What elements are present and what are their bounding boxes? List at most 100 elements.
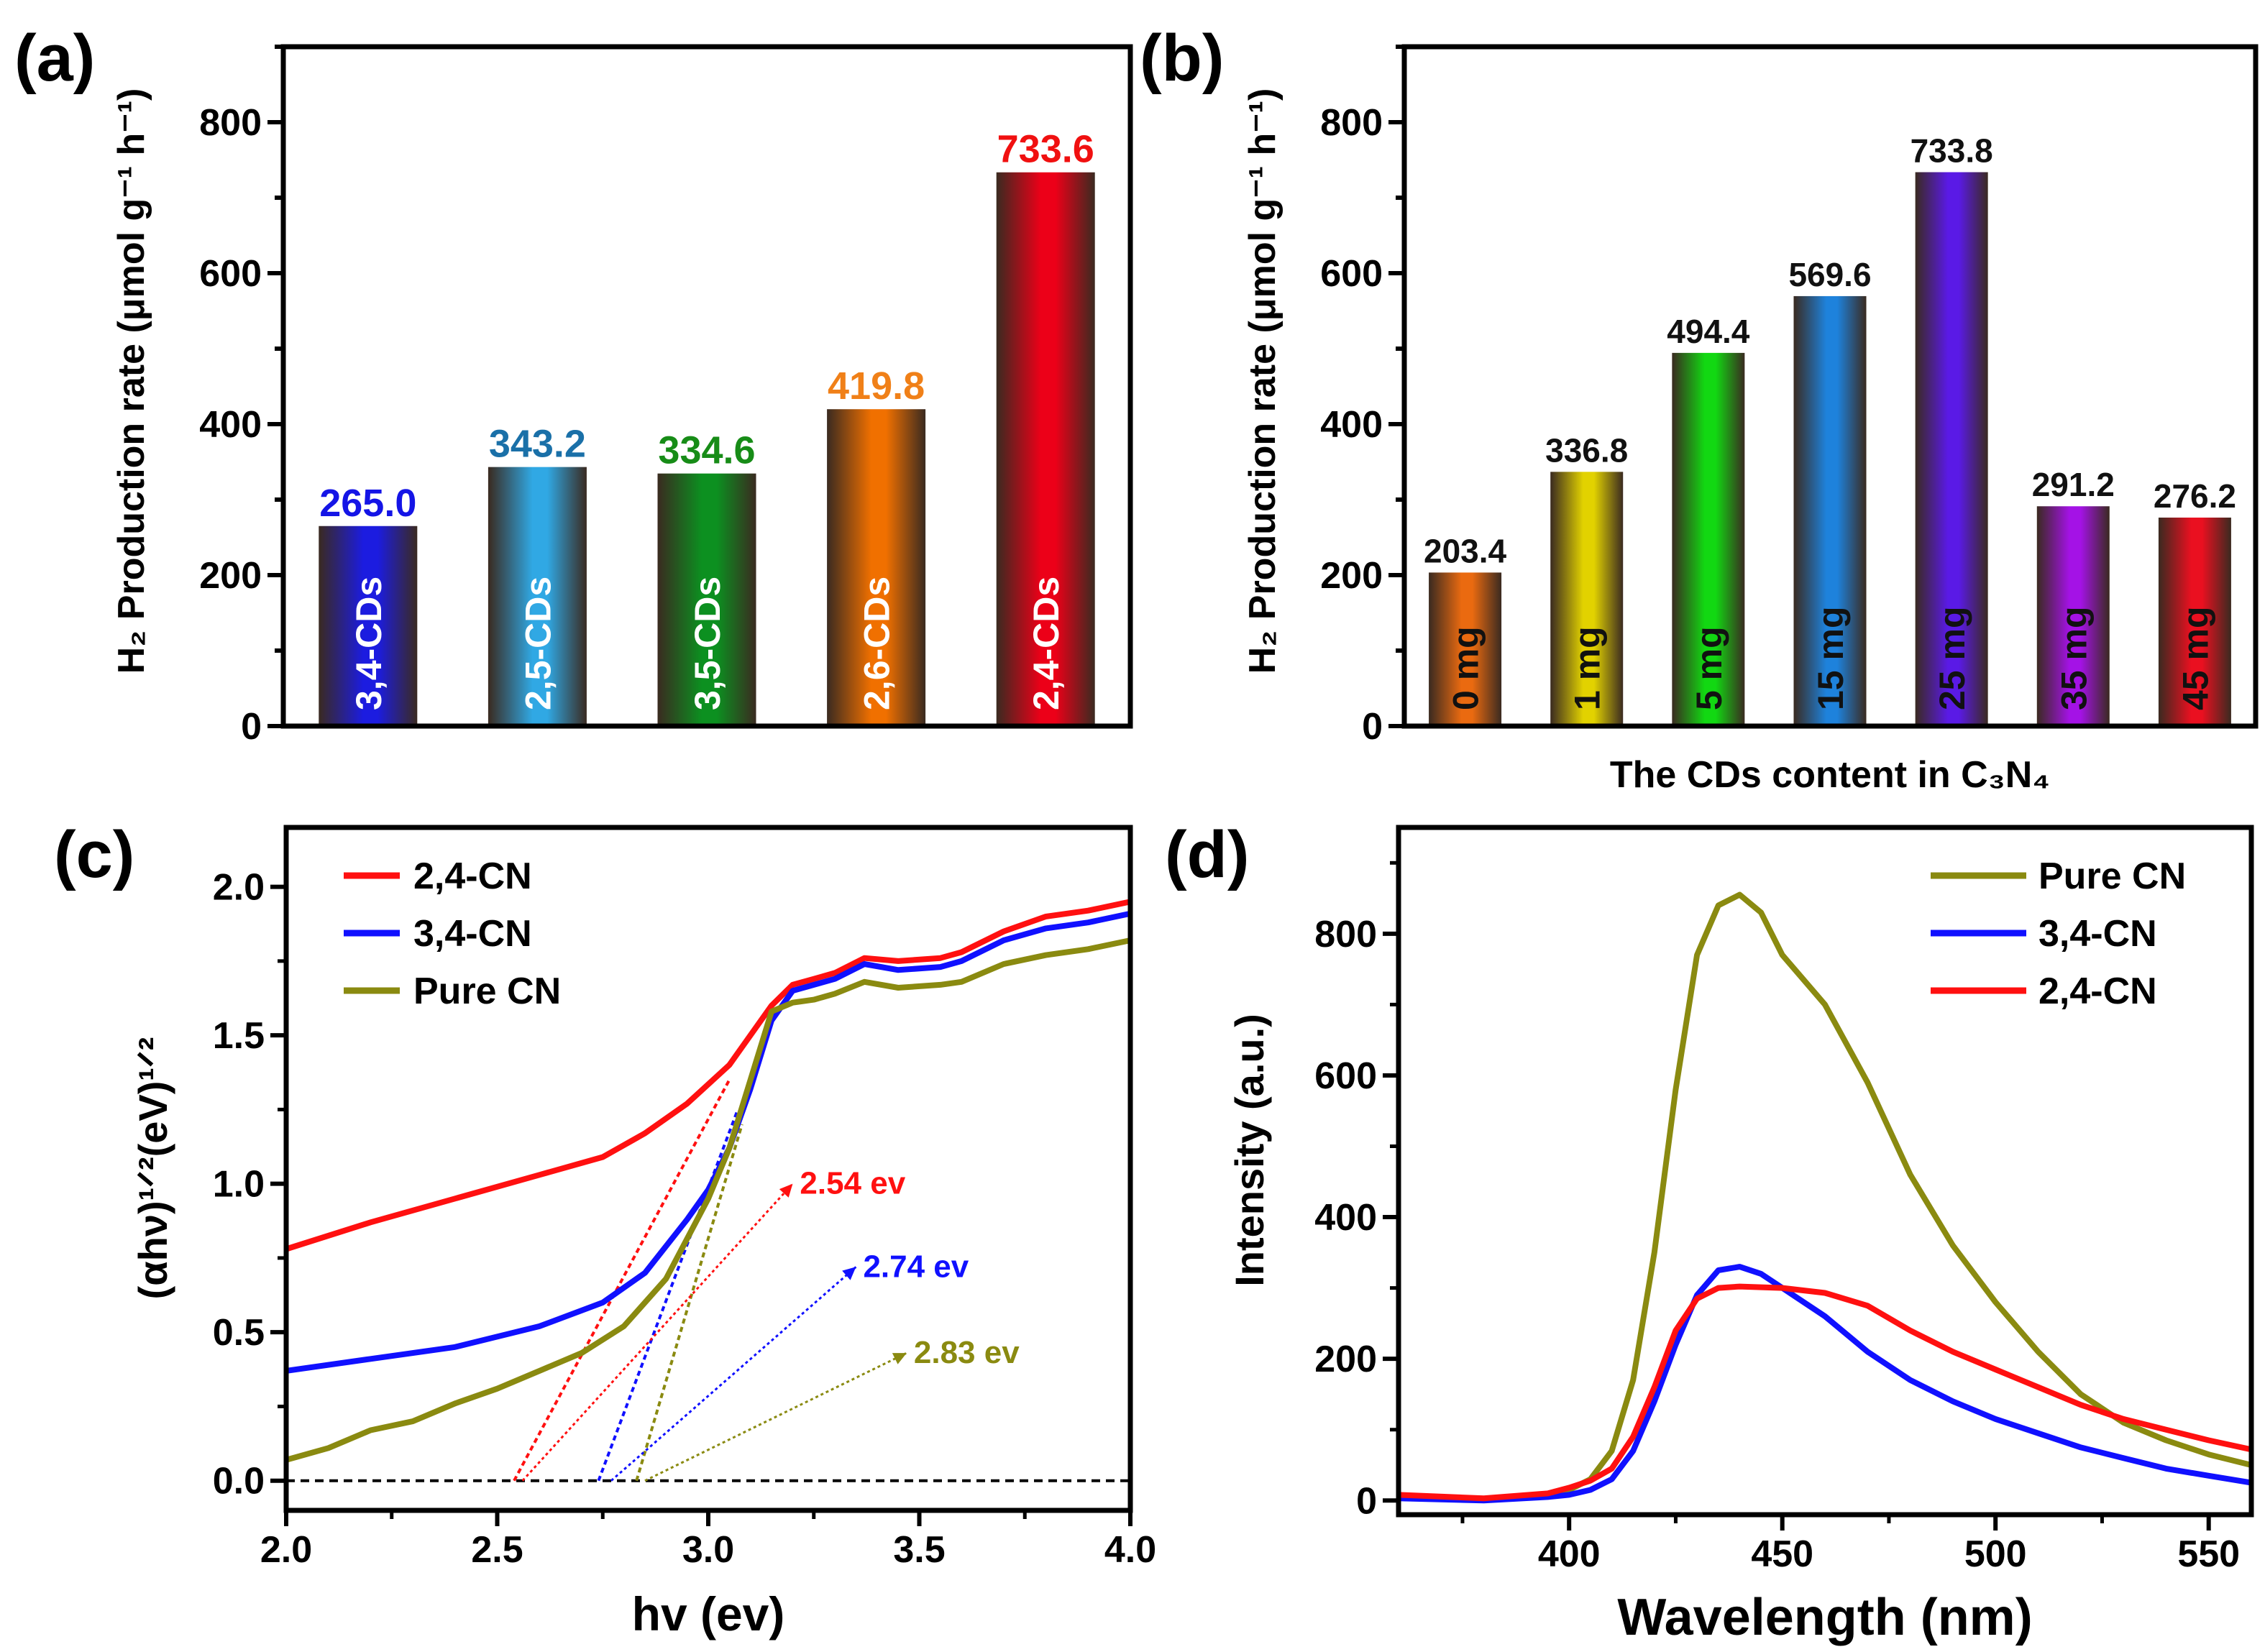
tangent-line [635,1124,743,1482]
y-tick-label: 0.0 [213,1461,265,1502]
series-line-pure-cn [286,937,1130,1463]
plot-frame [1401,44,2259,729]
y-tick-label: 400 [1314,1197,1377,1239]
bar-value-label: 203.4 [1424,532,1507,569]
bar [1915,172,1988,726]
y-tick-label: 2.0 [213,867,265,909]
bar-value-label: 334.6 [658,429,755,472]
arrowhead-icon [892,1353,907,1364]
x-tick-label: 4.0 [1104,1529,1156,1571]
bar [1550,472,1624,726]
bar-value-label: 291.2 [2032,466,2115,503]
x-axis-label: hv (ev) [632,1587,785,1640]
bar [319,526,418,726]
bar [1672,352,1745,726]
plot-frame [1396,825,2254,1518]
y-tick-label: 1.5 [213,1015,265,1057]
bar-value-label: 733.6 [997,128,1094,171]
bar-category-label: 5 mg [1689,626,1729,710]
bar-category-label: 1 mg [1568,626,1608,710]
plot-frame [283,825,1133,1513]
bar [2158,517,2231,726]
y-tick-label: 200 [1320,555,1383,597]
y-tick-label: 0 [241,706,262,748]
legend-label: 2,4-CN [2038,970,2157,1012]
bar-category-label: 2,5-CDs [518,577,558,710]
y-tick-label: 800 [1314,914,1377,955]
x-tick-label: 400 [1538,1533,1601,1575]
bar [1429,572,1502,726]
annotation-label: 2.74 ev [863,1249,969,1284]
bar-value-label: 494.4 [1667,313,1750,350]
legend-label: 2,4-CN [413,855,532,897]
x-tick-label: 500 [1964,1533,2027,1575]
y-tick-label: 0 [1356,1480,1377,1522]
x-tick-label: 450 [1751,1533,1813,1575]
y-tick-label: 400 [1320,404,1383,446]
legend-label: 3,4-CN [2038,913,2157,955]
plot-frame [280,44,1133,729]
legend-label: Pure CN [413,970,561,1012]
y-axis-label: H₂ Production rate (μmol g⁻¹ h⁻¹) [1242,88,1284,674]
y-tick-label: 0 [1362,706,1383,748]
chart-a: 0 200 400 600 800 265.0 3,4-CDs 343.2 2,5-CDs 334… [111,44,1133,748]
plot-area [1399,891,2251,1504]
x-tick-label: 3.5 [893,1529,945,1571]
annotation-arrow [610,1266,857,1482]
panel-label-a: (a) [14,22,95,95]
chart-c: 2.0 2.5 3.0 3.5 4.0 0.0 0.5 1.0 1.5 2.0 2.54 ev 2.7… [130,825,1156,1640]
y-tick-label: 200 [1314,1339,1377,1380]
arrowhead-icon [842,1267,856,1280]
x-axis-label: The CDs content in C₃N₄ [1610,754,2050,796]
annotation-arrow [521,1183,794,1482]
bar-value-label: 419.8 [828,364,925,408]
bar-value-label: 276.2 [2154,477,2236,515]
bar-category-label: 2,4-CDs [1026,577,1066,710]
bar [996,172,1095,727]
bar [657,473,756,726]
plot-area [286,899,1130,1482]
series-line-3-4-cn [1399,1264,2251,1504]
annotation-arrow [644,1352,907,1482]
y-tick-label: 1.0 [213,1164,265,1206]
annotation-label: 2.54 ev [800,1166,905,1201]
x-tick-label: 550 [2177,1533,2240,1575]
y-tick-label: 600 [1314,1055,1377,1097]
legend-label: 3,4-CN [413,913,532,955]
bar-value-label: 265.0 [319,482,416,525]
annotation-label: 2.83 ev [914,1335,1020,1370]
bar [827,409,926,726]
arrowhead-icon [779,1183,793,1198]
y-tick-label: 600 [199,253,262,295]
y-tick-label: 800 [1320,102,1383,144]
y-tick-label: 400 [199,404,262,446]
series-line-2-4-cn [1399,1283,2251,1502]
bar-category-label: 0 mg [1446,626,1486,710]
x-tick-label: 3.0 [682,1529,734,1571]
bar-category-label: 3,4-CDs [349,577,389,710]
bar-category-label: 3,5-CDs [687,577,728,710]
bar-category-label: 35 mg [2054,606,2094,710]
series-line-2-4-cn [286,899,1130,1252]
chart-d: 400 450 500 550 0 200 400 600 800 Pure CN 3,4-CN 2,… [1227,825,2254,1646]
bar-category-label: 15 mg [1811,606,1851,710]
y-tick-label: 800 [199,102,262,144]
legend-label: Pure CN [2038,855,2186,897]
y-axis-label: H₂ Production rate (μmol g⁻¹ h⁻¹) [111,88,152,674]
y-tick-label: 200 [199,555,262,597]
y-tick-label: 0.5 [213,1312,265,1354]
bar-category-label: 25 mg [1932,606,1972,710]
bar-category-label: 45 mg [2175,606,2215,710]
bar-value-label: 733.8 [1911,132,1993,170]
bar-category-label: 2,6-CDs [857,577,897,710]
panel-label-d: (d) [1165,818,1249,891]
bar [2036,506,2110,726]
x-axis-label: Wavelength (nm) [1617,1589,2032,1646]
bar-value-label: 569.6 [1788,256,1871,293]
y-tick-label: 600 [1320,253,1383,295]
bar-value-label: 343.2 [489,423,586,466]
x-tick-label: 2.0 [260,1529,312,1571]
bar [488,467,587,726]
y-axis-label: Intensity (a.u.) [1227,1014,1272,1287]
